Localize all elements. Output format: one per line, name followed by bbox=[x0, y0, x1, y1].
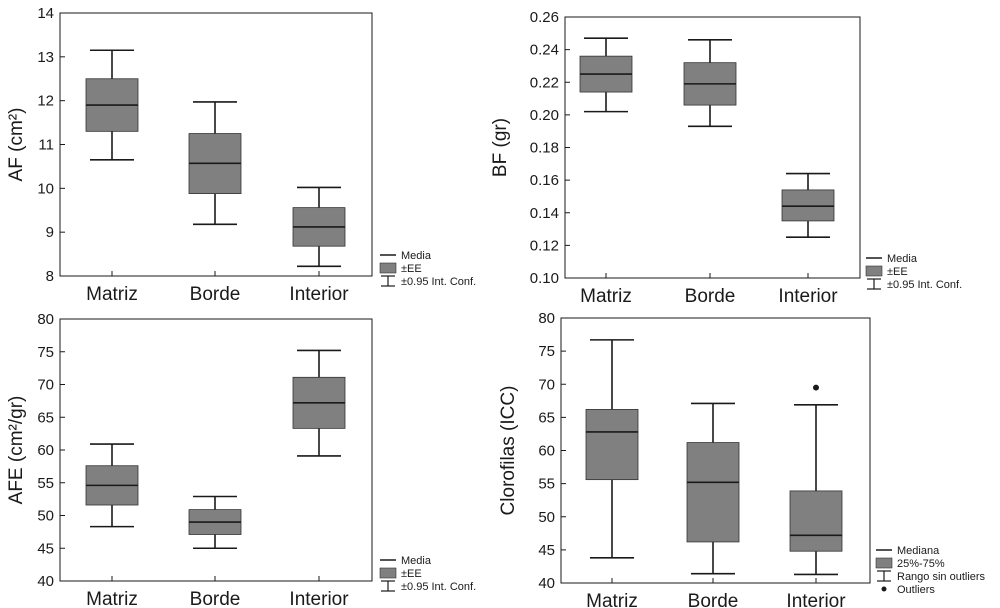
y-axis-label: AF (cm²) bbox=[6, 108, 27, 182]
y-tick-label: 45 bbox=[37, 540, 54, 557]
legend-label: ±EE bbox=[887, 266, 908, 278]
category-label: Borde bbox=[688, 591, 739, 608]
y-tick-label: 60 bbox=[37, 442, 54, 459]
panel-afe: 40 45 50 55 60 65 70 75 80 AFE (cm²/gr) Matriz Bord… bbox=[6, 311, 476, 608]
plot-frame bbox=[59, 318, 373, 582]
y-axis-label: Clorofilas (ICC) bbox=[498, 386, 519, 516]
y-tick-label: 0.12 bbox=[530, 237, 559, 254]
y-tick-label: 80 bbox=[538, 310, 555, 327]
legend-label: ±EE bbox=[401, 568, 422, 580]
category-label: Matriz bbox=[580, 286, 632, 307]
y-tick-label: 45 bbox=[538, 542, 555, 559]
y-tick-label: 10 bbox=[37, 180, 54, 197]
y-tick-label: 13 bbox=[37, 49, 54, 66]
y-tick-label: 14 bbox=[37, 5, 54, 22]
y-tick-label: 65 bbox=[538, 409, 555, 426]
y-tick-label: 9 bbox=[46, 224, 54, 241]
category-label: Interior bbox=[778, 286, 838, 307]
y-tick-label: 12 bbox=[37, 93, 54, 110]
legend-label: ±EE bbox=[401, 263, 422, 275]
legend-box-symbol bbox=[379, 567, 397, 579]
y-tick-label: 0.14 bbox=[530, 205, 559, 222]
category-label: Interior bbox=[289, 284, 349, 305]
legend-label: Rango sin outliers bbox=[897, 571, 986, 583]
box bbox=[585, 409, 639, 481]
y-tick-label: 0.20 bbox=[530, 107, 559, 124]
y-axis-label: BF (gr) bbox=[490, 118, 511, 177]
legend-box-symbol bbox=[875, 557, 893, 569]
y-tick-label: 70 bbox=[538, 376, 555, 393]
y-tick-label: 0.26 bbox=[530, 9, 559, 26]
box bbox=[789, 490, 843, 552]
category-label: Matriz bbox=[86, 284, 138, 305]
category-label: Borde bbox=[190, 284, 241, 305]
y-tick-label: 0.10 bbox=[530, 270, 559, 287]
legend-label: Media bbox=[887, 253, 918, 265]
y-tick-label: 40 bbox=[37, 573, 54, 590]
outlier-point bbox=[813, 384, 819, 391]
y-tick-label: 75 bbox=[538, 343, 555, 360]
box bbox=[781, 189, 835, 222]
legend-label: Outliers bbox=[897, 584, 935, 596]
y-tick-label: 75 bbox=[37, 344, 54, 361]
legend-label: ±0.95 Int. Conf. bbox=[887, 279, 962, 291]
category-label: Interior bbox=[786, 591, 846, 608]
y-tick-label: 8 bbox=[46, 268, 54, 285]
legend-label: Media bbox=[401, 250, 432, 262]
y-tick-label: 0.16 bbox=[530, 172, 559, 189]
y-tick-label: 50 bbox=[538, 509, 555, 526]
category-label: Matriz bbox=[86, 589, 138, 608]
legend-outlier-symbol bbox=[881, 586, 887, 592]
category-label: Interior bbox=[289, 589, 349, 608]
category-label: Borde bbox=[190, 589, 241, 608]
y-tick-label: 50 bbox=[37, 508, 54, 525]
y-tick-label: 40 bbox=[538, 575, 555, 592]
legend-label: 25%-75% bbox=[897, 558, 945, 570]
y-tick-label: 0.24 bbox=[530, 42, 559, 59]
panel-bf: 0.10 0.12 0.14 0.16 0.18 0.20 0.22 0.24 0.26 BF (… bbox=[490, 9, 962, 307]
legend-label: Media bbox=[401, 555, 432, 567]
y-tick-label: 65 bbox=[37, 409, 54, 426]
legend-label: ±0.95 Int. Conf. bbox=[401, 276, 476, 288]
y-axis-label: AFE (cm²/gr) bbox=[6, 396, 27, 505]
legend-label: Mediana bbox=[897, 545, 940, 557]
box bbox=[686, 442, 740, 543]
legend-box-symbol bbox=[865, 265, 883, 277]
category-label: Borde bbox=[685, 286, 736, 307]
y-tick-label: 80 bbox=[37, 311, 54, 328]
panel-af: 8 9 10 11 12 13 14 AF (cm²) Matriz Borde Interior M… bbox=[6, 5, 476, 305]
category-label: Matriz bbox=[586, 591, 638, 608]
y-tick-label: 0.22 bbox=[530, 74, 559, 91]
y-tick-label: 60 bbox=[538, 443, 555, 460]
y-tick-label: 55 bbox=[37, 475, 54, 492]
legend-box-symbol bbox=[379, 262, 397, 274]
y-tick-label: 55 bbox=[538, 476, 555, 493]
y-tick-label: 11 bbox=[38, 137, 54, 154]
panel-clorofilas: 40 45 50 55 60 65 70 75 80 Clorofilas (ICC) Matriz… bbox=[498, 310, 986, 608]
y-tick-label: 70 bbox=[37, 377, 54, 394]
legend-label: ±0.95 Int. Conf. bbox=[401, 581, 476, 593]
y-tick-label: 0.18 bbox=[530, 140, 559, 157]
